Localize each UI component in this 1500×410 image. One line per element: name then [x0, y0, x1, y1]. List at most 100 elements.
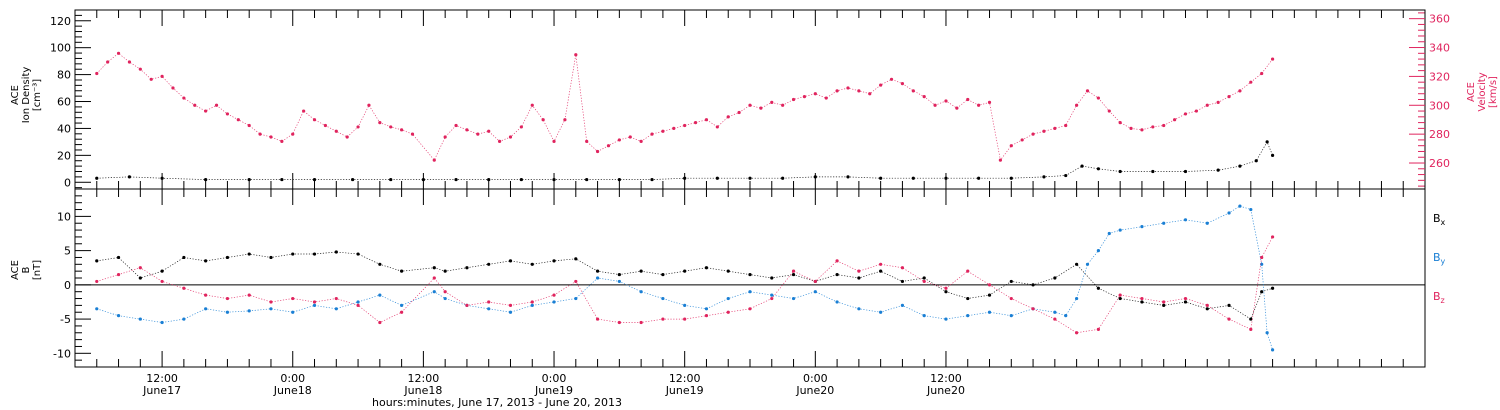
bz-data-point — [857, 269, 861, 273]
y-tick-label: -5 — [60, 313, 71, 326]
by-data-point — [160, 320, 164, 325]
y-tick-label: 20 — [57, 149, 71, 162]
bz-data-point — [269, 300, 273, 304]
density-data-point — [617, 177, 621, 182]
bz-data-point — [726, 310, 730, 314]
density-data-point — [911, 176, 915, 180]
bz-data-point — [704, 314, 709, 318]
bx-data-point — [487, 262, 491, 266]
y-tick-label: 280 — [1429, 128, 1450, 141]
density-data-point — [977, 176, 981, 180]
density-data-point — [1183, 169, 1188, 174]
bx-data-point — [879, 269, 883, 273]
velocity-trace — [96, 52, 1273, 161]
bx-data-point — [704, 266, 709, 270]
velocity-axis-label-text: ACEVelocity[km/s] — [1466, 72, 1499, 111]
magnetic-field-axis-ticks: -10 -5 0 5 10 — [53, 188, 91, 368]
velocity-data-point — [857, 89, 861, 93]
density-data-point — [247, 177, 251, 182]
by-data-point — [487, 307, 491, 311]
velocity-axis-label-line: ACE — [1466, 82, 1477, 102]
density-data-point — [1270, 153, 1275, 157]
x-tick-time-label: 0:00 — [280, 372, 305, 385]
bx-data-point — [95, 259, 99, 263]
x-tick-date-label: June19 — [665, 384, 704, 397]
by-data-point — [987, 310, 992, 314]
top-panel-data-points — [95, 51, 1275, 182]
bz-data-point — [225, 296, 230, 301]
bx-data-point — [182, 255, 186, 260]
x-tick-date-label: June20 — [795, 384, 834, 397]
by-data-point — [291, 310, 295, 314]
y-tick-label: 80 — [57, 69, 71, 82]
by-data-point — [813, 290, 817, 294]
by-data-point — [356, 300, 360, 304]
density-data-point — [204, 177, 208, 182]
density-data-point — [127, 175, 132, 179]
bz-data-point — [291, 296, 295, 301]
x-tick-date-label: June17 — [142, 384, 181, 397]
magnetic-field-axis-label: ACEB[nT] — [10, 260, 43, 280]
bottom-panel-frame — [74, 188, 1426, 368]
velocity-data-point — [683, 123, 687, 128]
y-tick-label: 10 — [57, 210, 71, 223]
by-data-point — [1162, 221, 1166, 225]
by-data-point — [182, 317, 186, 321]
bz-data-point — [312, 300, 317, 304]
time-axis-title: hours:minutes, June 17, 2013 - June 20, … — [372, 396, 622, 409]
by-data-point — [1238, 204, 1242, 208]
by-data-point — [748, 290, 752, 294]
density-data-point — [1080, 164, 1084, 168]
velocity-data-point — [661, 129, 665, 133]
bx-data-point — [835, 272, 839, 277]
bz-data-point — [617, 320, 621, 325]
bx-data-point — [726, 269, 730, 273]
bz-data-point — [1183, 296, 1188, 301]
bz-data-point — [748, 307, 752, 311]
bottom-panel-time-ticks — [74, 189, 1426, 367]
x-tick-date-label: June18 — [403, 384, 442, 397]
velocity-axis-label-line: Velocity — [1477, 72, 1488, 111]
by-data-point — [661, 296, 665, 301]
density-data-point — [487, 177, 491, 182]
by-data-point — [726, 296, 730, 301]
density-data-point — [519, 177, 523, 182]
x-tick-time-label: 12:00 — [930, 372, 962, 385]
velocity-data-point — [95, 71, 99, 76]
velocity-data-point — [802, 95, 807, 99]
bz-data-point — [204, 293, 208, 297]
by-data-point — [334, 307, 338, 311]
bz-data-point — [639, 320, 643, 325]
velocity-data-point — [1270, 57, 1275, 61]
bx-data-point — [356, 252, 360, 256]
y-tick-label: 120 — [50, 15, 71, 28]
y-tick-label: 60 — [57, 96, 71, 109]
magnetic-field-legend: Bx By Bz — [1433, 212, 1446, 305]
velocity-data-point — [1227, 95, 1231, 99]
by-data-point — [1270, 348, 1275, 352]
velocity-data-point — [225, 112, 230, 116]
velocity-data-point — [835, 89, 839, 93]
bx-data-point — [552, 259, 556, 263]
velocity-data-point — [868, 92, 872, 96]
bx-data-point — [661, 272, 665, 277]
velocity-data-point — [879, 83, 883, 87]
by-data-point — [400, 303, 404, 307]
density-data-point — [95, 176, 99, 180]
bz-data-point — [182, 286, 186, 290]
legend-entry-y: By — [1433, 251, 1446, 266]
velocity-data-point — [791, 97, 796, 102]
velocity-data-point — [617, 138, 621, 142]
bx-trace — [96, 251, 1273, 320]
velocity-data-point — [345, 135, 349, 139]
x-tick-time-label: 12:00 — [669, 372, 701, 385]
velocity-data-point — [889, 77, 894, 81]
by-data-point — [552, 300, 556, 304]
x-tick-time-label: 0:00 — [803, 372, 828, 385]
velocity-data-point — [1053, 126, 1057, 130]
velocity-data-point — [454, 123, 458, 128]
bz-trace — [96, 236, 1273, 334]
velocity-data-point — [1031, 132, 1035, 136]
density-data-point — [1009, 176, 1013, 180]
